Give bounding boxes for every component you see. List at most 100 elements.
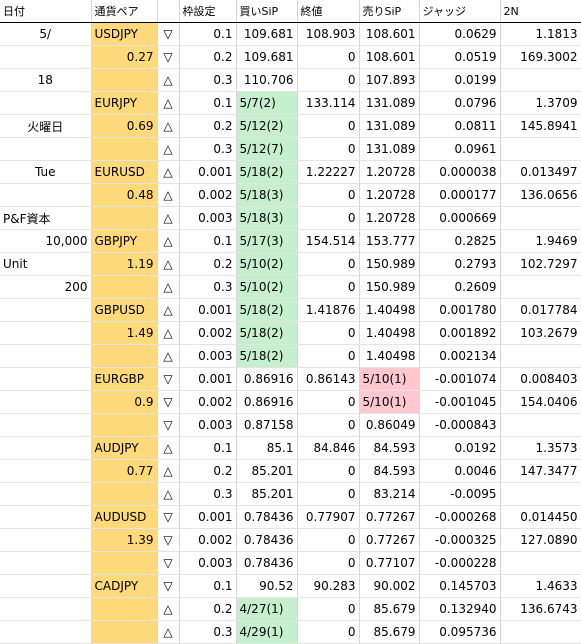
frame-setting[interactable]: 0.2 [179, 459, 237, 483]
two-n-value[interactable]: 136.0656 [500, 183, 581, 207]
pair-cell-empty[interactable] [91, 413, 158, 437]
down-triangle-icon[interactable]: ▽ [157, 413, 180, 437]
frame-setting[interactable]: 0.1 [179, 22, 237, 46]
pair-cell-empty[interactable] [91, 275, 158, 299]
judge-value[interactable]: 0.000177 [419, 183, 501, 207]
down-triangle-icon[interactable]: ▽ [157, 528, 180, 552]
buy-sip[interactable]: 109.681 [236, 22, 298, 46]
two-n-value[interactable]: 1.9469 [500, 229, 581, 253]
frame-setting[interactable]: 0.3 [179, 68, 237, 92]
volatility-value[interactable]: 0.69 [91, 114, 158, 138]
buy-sip[interactable]: 0.78436 [236, 528, 298, 552]
judge-value[interactable]: 0.000669 [419, 206, 501, 230]
judge-value[interactable]: 0.001780 [419, 298, 501, 322]
date-cell-empty[interactable] [0, 482, 92, 506]
buy-sip[interactable]: 5/10(2) [236, 275, 298, 299]
two-n-value[interactable]: 154.0406 [500, 390, 581, 414]
frame-setting[interactable]: 0.3 [179, 620, 237, 644]
sell-sip[interactable]: 131.089 [359, 137, 420, 161]
two-n-value[interactable]: 145.8941 [500, 114, 581, 138]
header-arrow[interactable] [157, 0, 180, 23]
sell-sip[interactable]: 5/10(1) [359, 390, 420, 414]
date-cell-empty[interactable] [0, 574, 92, 598]
two-n-value[interactable]: 136.6743 [500, 597, 581, 621]
frame-setting[interactable]: 0.2 [179, 45, 237, 69]
pair-name[interactable]: EURJPY [91, 91, 158, 115]
up-triangle-icon[interactable]: △ [157, 482, 180, 506]
up-triangle-icon[interactable]: △ [157, 183, 180, 207]
up-triangle-icon[interactable]: △ [157, 459, 180, 483]
judge-value[interactable]: 0.095736 [419, 620, 501, 644]
judge-value[interactable]: -0.000325 [419, 528, 501, 552]
close-value[interactable]: 0 [297, 597, 360, 621]
sell-sip[interactable]: 150.989 [359, 252, 420, 276]
judge-value[interactable]: 0.0811 [419, 114, 501, 138]
close-value[interactable]: 0 [297, 45, 360, 69]
two-n-value[interactable] [500, 275, 581, 299]
up-triangle-icon[interactable]: △ [157, 436, 180, 460]
judge-value[interactable]: 0.0519 [419, 45, 501, 69]
two-n-value[interactable]: 127.0890 [500, 528, 581, 552]
sell-sip[interactable]: 90.002 [359, 574, 420, 598]
pair-cell-empty[interactable] [91, 68, 158, 92]
up-triangle-icon[interactable]: △ [157, 206, 180, 230]
pair-cell-empty[interactable] [91, 551, 158, 575]
date-cell-empty[interactable] [0, 298, 92, 322]
date-cell-empty[interactable] [0, 436, 92, 460]
frame-setting[interactable]: 0.3 [179, 482, 237, 506]
buy-sip[interactable]: 90.52 [236, 574, 298, 598]
date-cell-empty[interactable] [0, 321, 92, 345]
sell-sip[interactable]: 83.214 [359, 482, 420, 506]
close-value[interactable]: 0 [297, 206, 360, 230]
sell-sip[interactable]: 153.777 [359, 229, 420, 253]
buy-sip[interactable]: 5/17(3) [236, 229, 298, 253]
up-triangle-icon[interactable]: △ [157, 137, 180, 161]
buy-sip[interactable]: 85.201 [236, 482, 298, 506]
buy-sip[interactable]: 5/18(2) [236, 321, 298, 345]
judge-value[interactable]: 0.001892 [419, 321, 501, 345]
pair-name[interactable]: EURUSD [91, 160, 158, 184]
date-day[interactable]: 18 [0, 68, 92, 92]
close-value[interactable]: 154.514 [297, 229, 360, 253]
buy-sip[interactable]: 0.78436 [236, 551, 298, 575]
sell-sip[interactable]: 1.40498 [359, 298, 420, 322]
volatility-value[interactable]: 1.39 [91, 528, 158, 552]
down-triangle-icon[interactable]: ▽ [157, 551, 180, 575]
unit-value[interactable]: 200 [0, 275, 92, 299]
down-triangle-icon[interactable]: ▽ [157, 505, 180, 529]
frame-setting[interactable]: 0.001 [179, 505, 237, 529]
buy-sip[interactable]: 85.201 [236, 459, 298, 483]
close-value[interactable]: 0 [297, 321, 360, 345]
two-n-value[interactable]: 1.3709 [500, 91, 581, 115]
pair-cell-empty[interactable] [91, 206, 158, 230]
judge-value[interactable]: 0.0199 [419, 68, 501, 92]
close-value[interactable]: 90.283 [297, 574, 360, 598]
frame-setting[interactable]: 0.001 [179, 298, 237, 322]
close-value[interactable]: 0 [297, 390, 360, 414]
close-value[interactable]: 108.903 [297, 22, 360, 46]
buy-sip[interactable]: 109.681 [236, 45, 298, 69]
up-triangle-icon[interactable]: △ [157, 597, 180, 621]
volatility-value[interactable]: 0.27 [91, 45, 158, 69]
down-triangle-icon[interactable]: ▽ [157, 45, 180, 69]
volatility-value[interactable]: 1.49 [91, 321, 158, 345]
up-triangle-icon[interactable]: △ [157, 68, 180, 92]
up-triangle-icon[interactable]: △ [157, 321, 180, 345]
up-triangle-icon[interactable]: △ [157, 275, 180, 299]
close-value[interactable]: 0.77907 [297, 505, 360, 529]
weekday-en[interactable]: Tue [0, 160, 92, 184]
buy-sip[interactable]: 5/18(2) [236, 344, 298, 368]
pair-cell-empty[interactable] [91, 137, 158, 161]
date-cell-empty[interactable] [0, 91, 92, 115]
two-n-value[interactable] [500, 344, 581, 368]
judge-value[interactable]: -0.000843 [419, 413, 501, 437]
volatility-value[interactable]: 0.9 [91, 390, 158, 414]
up-triangle-icon[interactable]: △ [157, 114, 180, 138]
frame-setting[interactable]: 0.2 [179, 114, 237, 138]
capital-label[interactable]: P&F資本 [0, 206, 92, 230]
judge-value[interactable]: -0.000268 [419, 505, 501, 529]
close-value[interactable]: 0 [297, 275, 360, 299]
date-cell-empty[interactable] [0, 597, 92, 621]
frame-setting[interactable]: 0.003 [179, 344, 237, 368]
buy-sip[interactable]: 0.86916 [236, 367, 298, 391]
